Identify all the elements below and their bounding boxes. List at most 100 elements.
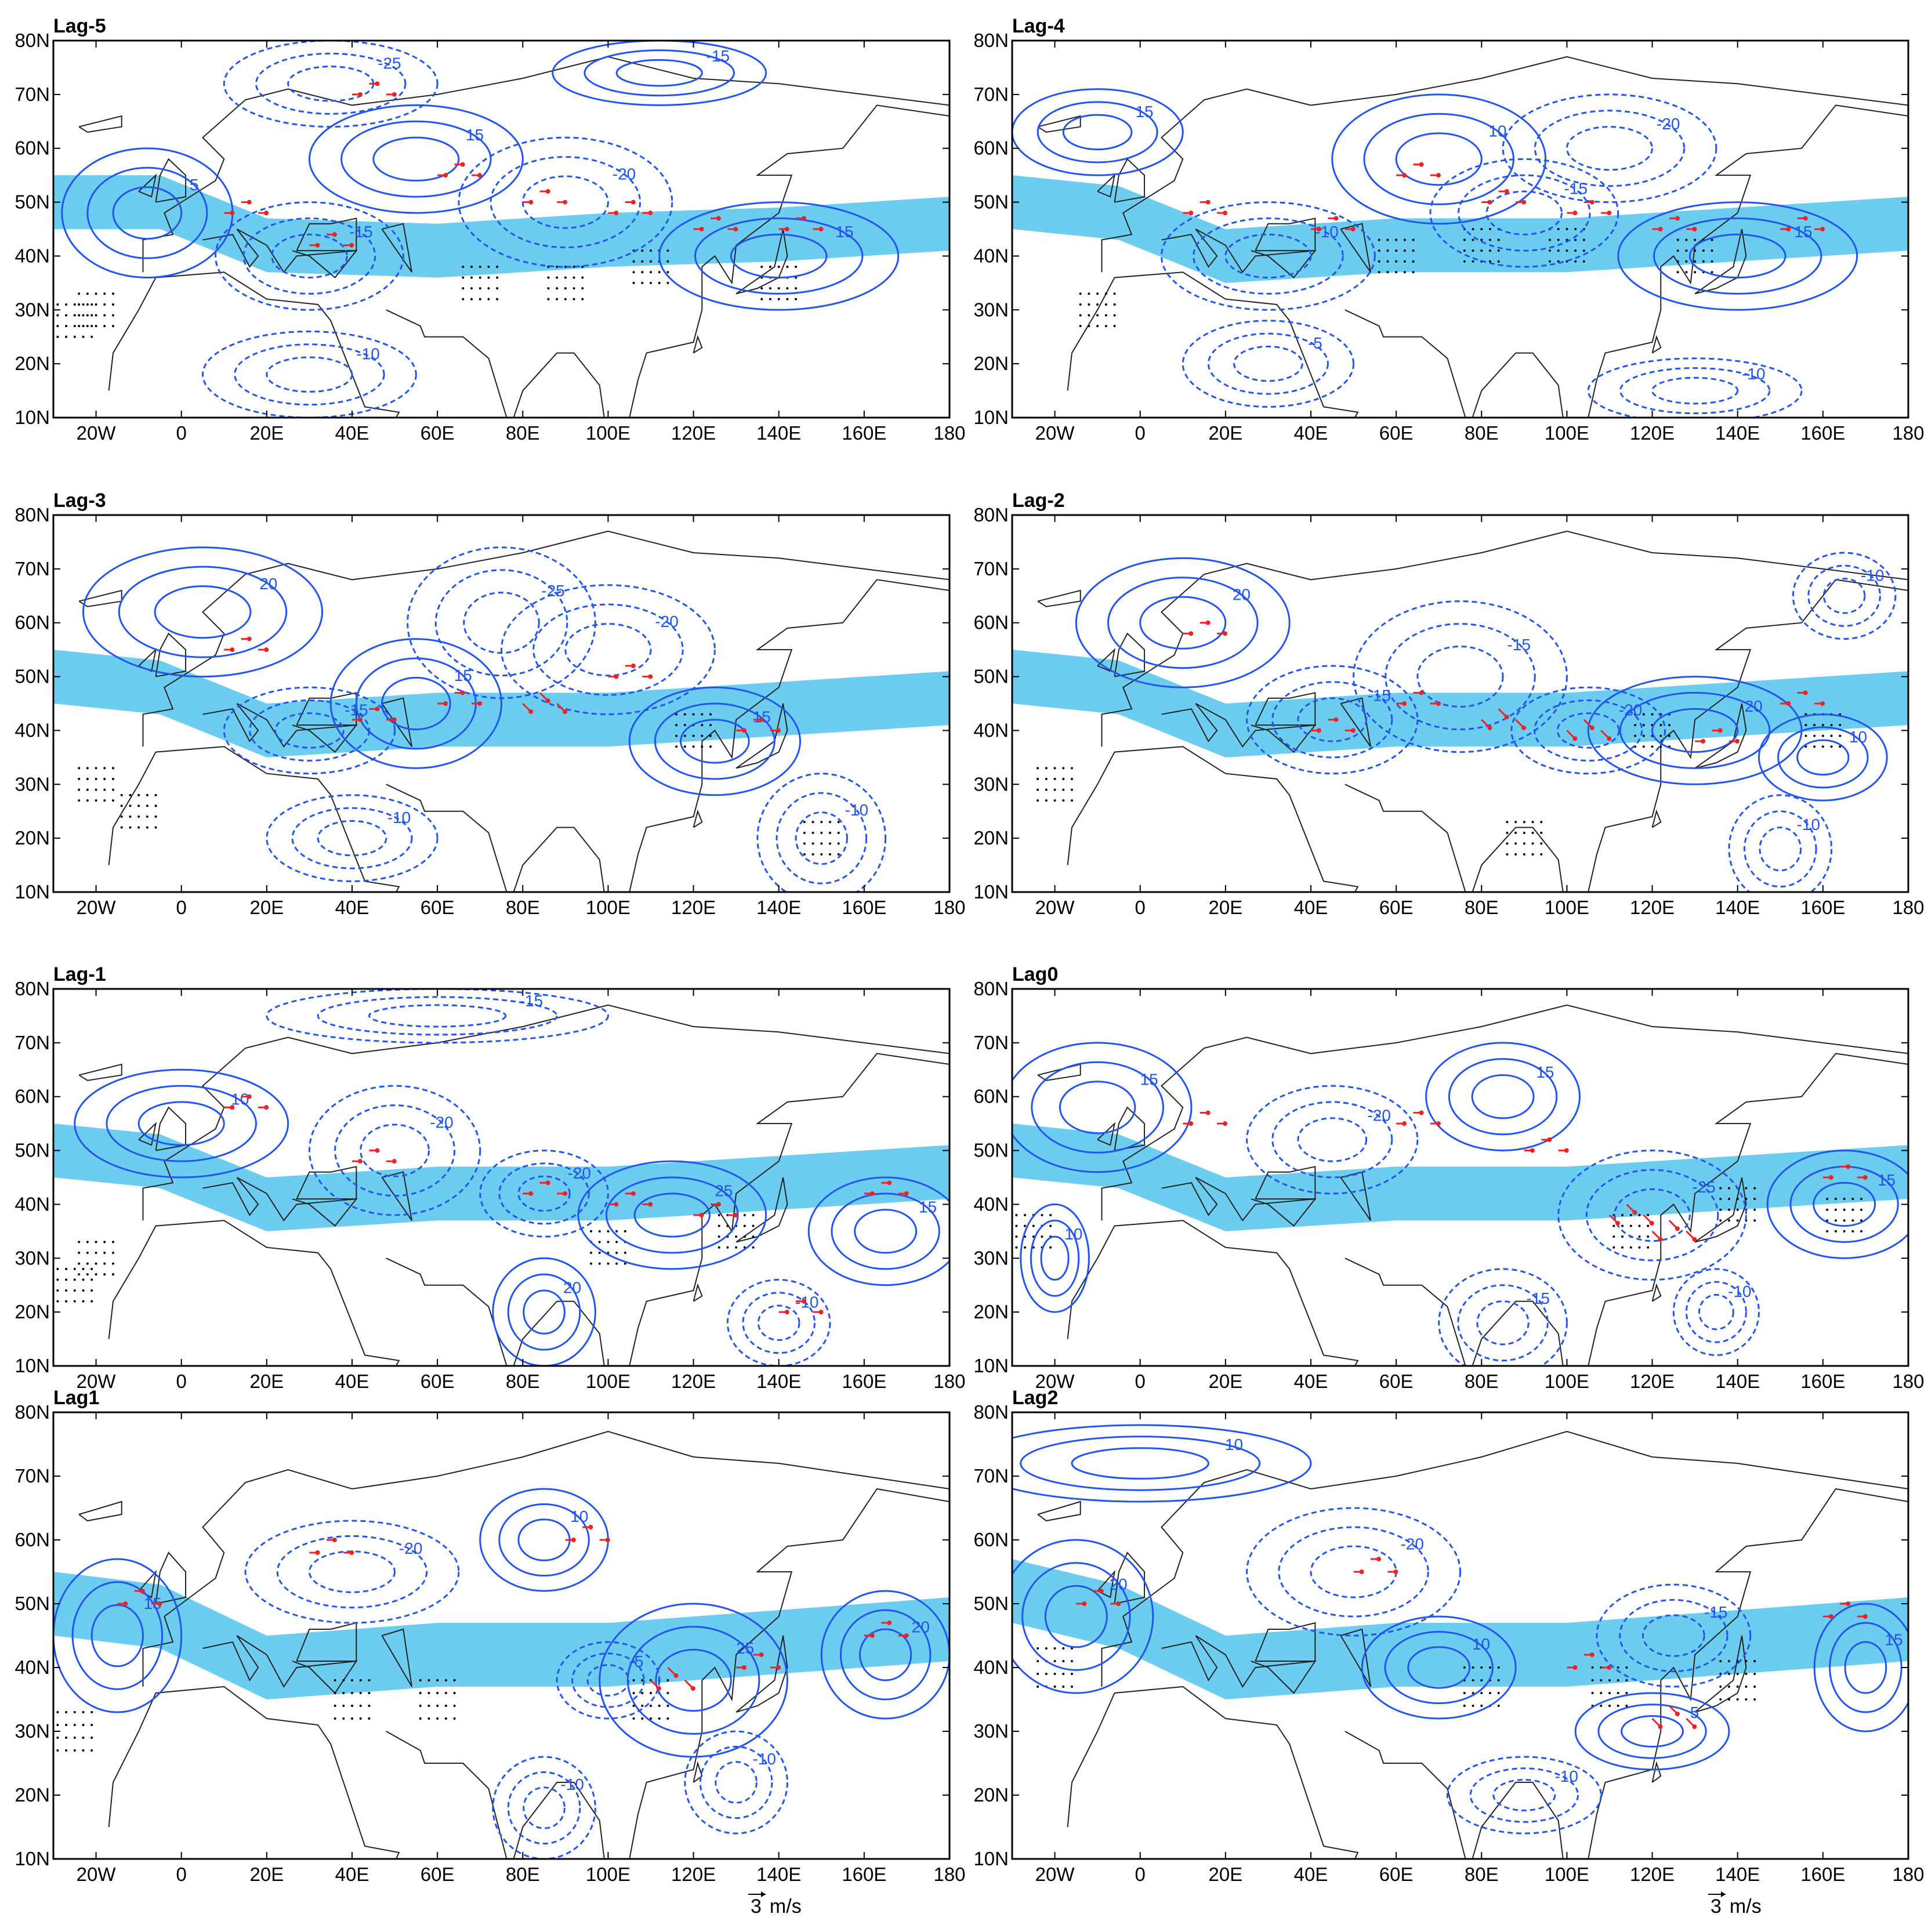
lon-tick-label: 60E [421, 1371, 455, 1392]
positive-contour [1384, 1630, 1494, 1705]
significance-stipple [73, 1749, 76, 1752]
wind-vector-head [315, 1550, 320, 1555]
lon-tick-label: 0 [176, 1371, 187, 1392]
significance-stipple [811, 842, 814, 845]
significance-stipple [1694, 238, 1697, 241]
wind-vector-head [759, 717, 764, 722]
panel-frame [1011, 39, 1909, 419]
significance-stipple [1463, 260, 1466, 263]
positive-contour [1448, 1058, 1558, 1136]
significance-stipple [1582, 238, 1585, 241]
wind-vector-head [887, 1180, 892, 1186]
wind-vector-head [1589, 725, 1594, 730]
significance-stipple [1642, 745, 1645, 748]
lon-tick-label: 80E [506, 422, 540, 444]
significance-stipple [556, 287, 559, 290]
significance-stipple [1834, 1208, 1837, 1211]
wind-vector-head [1436, 1121, 1441, 1126]
negative-contour [1585, 1169, 1719, 1262]
significance-stipple [1625, 1666, 1628, 1669]
significance-stipple [1045, 788, 1048, 791]
coastline [587, 1393, 630, 1447]
significance-stipple [1851, 1198, 1854, 1201]
significance-stipple [564, 287, 567, 290]
significance-stipple [1037, 767, 1039, 770]
negative-contour [1698, 1293, 1734, 1331]
significance-stipple [615, 1230, 618, 1233]
significance-stipple [1096, 292, 1099, 295]
negative-contour [1759, 827, 1802, 872]
significance-stipple [1557, 228, 1560, 230]
wind-vector-head [657, 1686, 661, 1691]
panel-map-area: 5 -15 -25 15 -20 -15 15 -10 [53, 41, 949, 418]
negative-contour [795, 811, 848, 865]
positive-contour [1139, 596, 1227, 650]
coastline [386, 1053, 949, 1366]
positive-contour [1075, 557, 1291, 688]
negative-contour [1310, 1545, 1397, 1598]
significance-stipple [1659, 724, 1662, 727]
significance-stipple [650, 249, 652, 252]
wind-vector-head [1658, 1724, 1663, 1729]
positive-contour [1597, 1703, 1707, 1759]
lat-tick-label: 70N [973, 1032, 1009, 1053]
significance-stipple [90, 314, 93, 317]
significance-stipple [90, 335, 93, 338]
positive-contour [1012, 88, 1184, 176]
significance-stipple [1638, 1235, 1641, 1238]
coastline [386, 104, 949, 418]
significance-stipple [760, 287, 763, 290]
significance-stipple [1638, 1224, 1641, 1227]
significance-stipple [1634, 724, 1637, 727]
significance-stipple [470, 276, 473, 279]
lon-tick-label: 20E [1208, 1371, 1242, 1392]
wind-vector-head [1521, 200, 1527, 205]
significance-stipple [743, 1224, 746, 1227]
significance-stipple [137, 826, 140, 829]
lat-tick-label: 60N [15, 137, 50, 159]
positive-contour [372, 136, 460, 182]
contour-label: 15 [1884, 1631, 1902, 1649]
significance-stipple [1480, 1705, 1483, 1707]
coastline [381, 1171, 412, 1221]
significance-stipple [1053, 799, 1056, 802]
positive-contour [628, 686, 802, 796]
lon-tick-label: 160E [842, 1371, 886, 1392]
significance-stipple [1045, 1673, 1048, 1675]
significance-stipple [829, 831, 831, 834]
coastline [296, 1622, 357, 1662]
significance-stipple [1386, 260, 1389, 263]
significance-stipple [487, 266, 490, 268]
contour-label: -10 [1315, 223, 1338, 241]
significance-stipple [752, 1214, 755, 1216]
contour-label: 10 [1472, 1635, 1490, 1653]
lon-tick-label: 40E [1294, 422, 1328, 444]
significance-stipple [1574, 228, 1577, 230]
coastline [142, 1430, 949, 1687]
coastline [1161, 703, 1317, 753]
significance-stipple [581, 287, 584, 290]
coastline [108, 271, 400, 418]
significance-stipple [112, 303, 114, 306]
positive-contour [1071, 1447, 1209, 1480]
significance-stipple [811, 831, 814, 834]
lon-tick-label: 100E [586, 897, 630, 918]
contour-label: 10 [570, 1507, 588, 1525]
significance-stipple [829, 853, 831, 856]
significance-stipple [86, 303, 89, 306]
negative-contour [1672, 1268, 1760, 1356]
significance-stipple [1113, 314, 1116, 317]
significance-stipple [453, 1717, 456, 1720]
significance-stipple [615, 1252, 618, 1254]
wind-vector-head [392, 92, 397, 97]
jet-band-shading [53, 1572, 949, 1699]
significance-stipple [1037, 799, 1039, 802]
panel-title: Lag-2 [1012, 490, 1065, 512]
significance-stipple [1634, 713, 1637, 716]
significance-stipple [1079, 314, 1082, 317]
negative-contour [1438, 1268, 1568, 1366]
coastline [138, 1122, 157, 1146]
lon-tick-label: 160E [1800, 897, 1845, 918]
significance-stipple [1549, 238, 1551, 241]
